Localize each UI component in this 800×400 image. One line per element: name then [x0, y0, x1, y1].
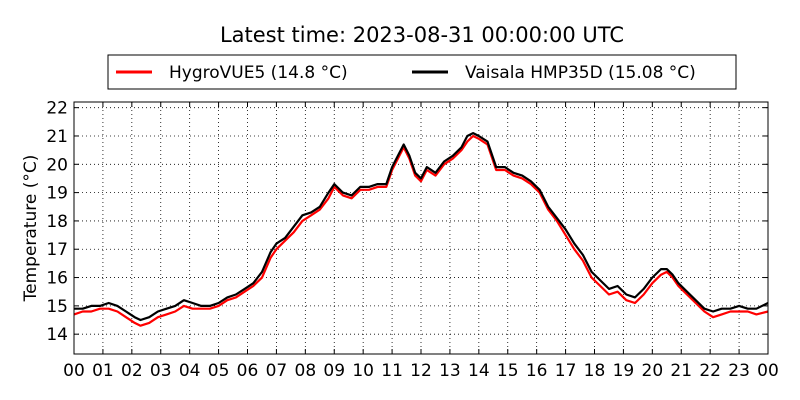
- y-tick-label: 16: [46, 269, 68, 289]
- x-tick-label: 12: [410, 361, 432, 381]
- y-tick-label: 15: [46, 297, 68, 317]
- x-tick-label: 15: [497, 361, 519, 381]
- x-tick-label: 23: [728, 361, 750, 381]
- x-tick-label: 07: [266, 361, 288, 381]
- y-axis: 14 15 16 17 18 19 20 21 22: [46, 99, 768, 345]
- series-layer: [73, 132, 769, 327]
- plot-frame: [73, 101, 769, 355]
- grid: [74, 102, 768, 354]
- x-tick-label: 16: [526, 361, 548, 381]
- x-tick-label: 08: [295, 361, 317, 381]
- y-tick-label: 20: [46, 155, 68, 175]
- legend: HygroVUE5 (14.8 °C) Vaisala HMP35D (15.0…: [107, 54, 737, 90]
- legend-label-vaisala: Vaisala HMP35D (15.08 °C): [465, 63, 696, 83]
- x-tick-label: 05: [208, 361, 230, 381]
- x-axis: 00 01 02 03 04 05 06 07 08 09 10 11 12 13 14 15 16 17 18 19…: [63, 102, 779, 381]
- x-tick-label: 02: [121, 361, 143, 381]
- x-tick-label: 20: [642, 361, 664, 381]
- x-tick-label: 01: [92, 361, 114, 381]
- x-tick-label: 04: [179, 361, 201, 381]
- legend-label-hygrovue5: HygroVUE5 (14.8 °C): [169, 63, 348, 83]
- x-tick-label: 11: [381, 361, 403, 381]
- x-tick-label: 00: [63, 361, 85, 381]
- x-tick-label: 19: [613, 361, 635, 381]
- y-tick-label: 22: [46, 99, 68, 119]
- x-tick-label: 03: [150, 361, 172, 381]
- x-tick-label: 21: [670, 361, 692, 381]
- y-tick-label: 18: [46, 212, 68, 232]
- x-tick-label: 17: [555, 361, 577, 381]
- series-line-hygrovue5: [73, 134, 769, 327]
- x-tick-label: 22: [699, 361, 721, 381]
- x-tick-label: 09: [323, 361, 345, 381]
- y-tick-label: 19: [46, 184, 68, 204]
- y-tick-label: 17: [46, 240, 68, 260]
- x-tick-label: 06: [237, 361, 259, 381]
- x-tick-label: 14: [468, 361, 490, 381]
- x-tick-label: 00: [757, 361, 779, 381]
- x-tick-label: 10: [352, 361, 374, 381]
- y-tick-label: 14: [46, 325, 68, 345]
- x-tick-label: 13: [439, 361, 461, 381]
- y-tick-label: 21: [46, 127, 68, 147]
- chart-title: Latest time: 2023-08-31 00:00:00 UTC: [220, 23, 624, 47]
- series-line-vaisala: [74, 132, 769, 322]
- y-axis-label: Temperature (°C): [21, 155, 41, 303]
- x-tick-label: 18: [584, 361, 606, 381]
